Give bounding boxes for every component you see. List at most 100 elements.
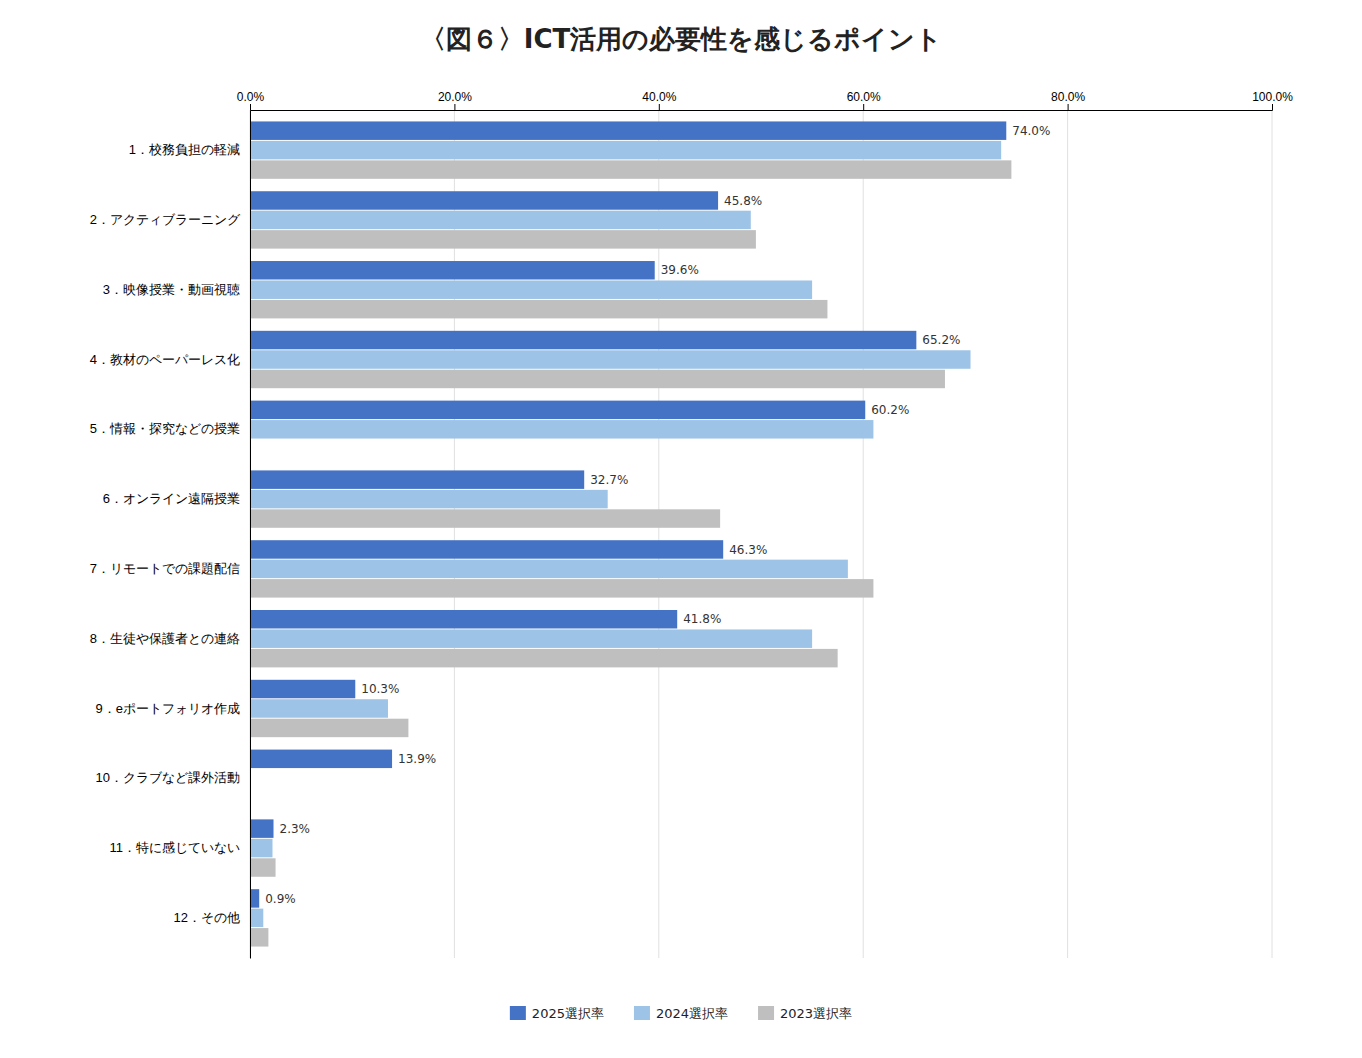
tick: 8．生徒や保護者との連絡 bbox=[90, 631, 240, 646]
plot: 74.0%45.8%39.6%65.2%60.2%32.7%46.3%41.8%… bbox=[90, 90, 1293, 959]
bar bbox=[250, 509, 720, 527]
tick: 3．映像授業・動画視聴 bbox=[103, 282, 240, 297]
tick-label: 11．特に感じていない bbox=[110, 840, 241, 855]
tick: 9．eポートフォリオ作成 bbox=[96, 701, 240, 716]
legend-label: 2025選択率 bbox=[532, 1006, 604, 1021]
bar bbox=[250, 649, 838, 667]
tick-label: 40.0% bbox=[642, 90, 676, 104]
axis-line bbox=[251, 104, 1273, 111]
bar bbox=[250, 331, 916, 349]
tick-label: 9．eポートフォリオ作成 bbox=[96, 701, 240, 716]
bar bbox=[250, 490, 608, 508]
tick-label: 20.0% bbox=[438, 90, 472, 104]
bar bbox=[250, 211, 751, 229]
bar bbox=[250, 889, 259, 907]
series bbox=[250, 121, 1006, 907]
bar bbox=[250, 540, 723, 558]
tick-label: 100.0% bbox=[1252, 90, 1293, 104]
tick-label: 80.0% bbox=[1051, 90, 1085, 104]
bar bbox=[250, 819, 274, 837]
tick: 100.0% bbox=[1252, 90, 1293, 110]
bar bbox=[250, 579, 873, 597]
bar bbox=[250, 610, 677, 628]
legend-swatch bbox=[634, 1006, 650, 1020]
tick-mark bbox=[1272, 104, 1273, 110]
data-label: 39.6% bbox=[661, 263, 699, 277]
grid-line bbox=[1067, 110, 1068, 958]
data-labels: 74.0%45.8%39.6%65.2%60.2%32.7%46.3%41.8%… bbox=[265, 124, 1050, 906]
bar bbox=[250, 560, 848, 578]
legend-item: 2023選択率 bbox=[758, 1006, 852, 1021]
grid-line bbox=[250, 110, 251, 958]
bar bbox=[250, 230, 756, 248]
tick-label: 7．リモートでの課題配信 bbox=[90, 561, 240, 576]
legend-item: 2025選択率 bbox=[510, 1006, 604, 1021]
bar bbox=[250, 191, 718, 209]
legend: 2025選択率 2024選択率 2023選択率 bbox=[510, 1006, 852, 1021]
data-label: 10.3% bbox=[361, 682, 399, 696]
series bbox=[250, 141, 1001, 927]
bar bbox=[250, 300, 827, 318]
tick: 0.0% bbox=[237, 90, 265, 110]
tick-label: 2．アクティブラーニング bbox=[90, 212, 241, 227]
tick: 7．リモートでの課題配信 bbox=[90, 561, 240, 576]
tick-mark bbox=[659, 104, 660, 110]
bar bbox=[250, 280, 812, 298]
grid-line bbox=[863, 110, 864, 958]
legend-item: 2024選択率 bbox=[634, 1006, 728, 1021]
data-label: 41.8% bbox=[683, 612, 721, 626]
tick-label: 1．校務負担の軽減 bbox=[129, 142, 240, 157]
title: 〈図６〉ICT活用の必要性を感じるポイント bbox=[420, 24, 943, 54]
x-axis: 0.0% 20.0% 40.0% 60.0% 80.0% 100.0% bbox=[237, 90, 1293, 111]
bar bbox=[250, 261, 655, 279]
bars bbox=[250, 121, 1011, 946]
legend-label: 2024選択率 bbox=[656, 1006, 728, 1021]
tick: 11．特に感じていない bbox=[110, 840, 241, 855]
legend-label: 2023選択率 bbox=[780, 1006, 852, 1021]
tick: 10．クラブなど課外活動 bbox=[96, 770, 240, 785]
tick: 20.0% bbox=[438, 90, 472, 110]
bar bbox=[250, 420, 873, 438]
tick: 12．その他 bbox=[174, 910, 240, 925]
data-label: 74.0% bbox=[1012, 124, 1050, 138]
bar bbox=[250, 401, 865, 419]
bar bbox=[250, 839, 272, 857]
tick-mark bbox=[250, 104, 251, 110]
bar bbox=[250, 719, 408, 737]
tick: 40.0% bbox=[642, 90, 676, 110]
bar bbox=[250, 370, 945, 388]
tick: 4．教材のペーパーレス化 bbox=[90, 352, 240, 367]
data-label: 46.3% bbox=[729, 543, 767, 557]
tick: 5．情報・探究などの授業 bbox=[90, 421, 240, 436]
data-label: 65.2% bbox=[922, 333, 960, 347]
data-label: 0.9% bbox=[265, 892, 296, 906]
grid-line bbox=[1272, 110, 1273, 958]
chart: 〈図６〉ICT活用の必要性を感じるポイント 74.0% 45.8% 39.6% 65.2… bbox=[0, 0, 1362, 1058]
bar bbox=[250, 629, 812, 647]
tick-label: 12．その他 bbox=[174, 910, 240, 925]
legend-swatch bbox=[510, 1006, 526, 1020]
tick-mark bbox=[1068, 104, 1069, 110]
data-label: 45.8% bbox=[724, 194, 762, 208]
bar bbox=[250, 121, 1006, 139]
tick: 60.0% bbox=[847, 90, 881, 110]
tick-mark bbox=[454, 104, 455, 110]
data-label: 60.2% bbox=[871, 403, 909, 417]
bar bbox=[250, 750, 392, 768]
bar bbox=[250, 350, 971, 368]
bar bbox=[250, 160, 1011, 178]
bar bbox=[250, 141, 1001, 159]
grid bbox=[250, 110, 1272, 958]
bar bbox=[250, 699, 388, 717]
bar bbox=[250, 858, 276, 876]
y-axis: 1．校務負担の軽減 2．アクティブラーニング 3．映像授業・動画視聴 4．教材のペーパ… bbox=[90, 111, 251, 959]
series bbox=[250, 160, 1011, 946]
legend-swatch bbox=[758, 1006, 774, 1020]
tick-label: 6．オンライン遠隔授業 bbox=[103, 491, 240, 506]
tick-mark bbox=[863, 104, 864, 110]
tick-label: 8．生徒や保護者との連絡 bbox=[90, 631, 240, 646]
bar bbox=[250, 680, 355, 698]
tick: 6．オンライン遠隔授業 bbox=[103, 491, 240, 506]
data-label: 13.9% bbox=[398, 752, 436, 766]
axis-line bbox=[250, 111, 251, 959]
